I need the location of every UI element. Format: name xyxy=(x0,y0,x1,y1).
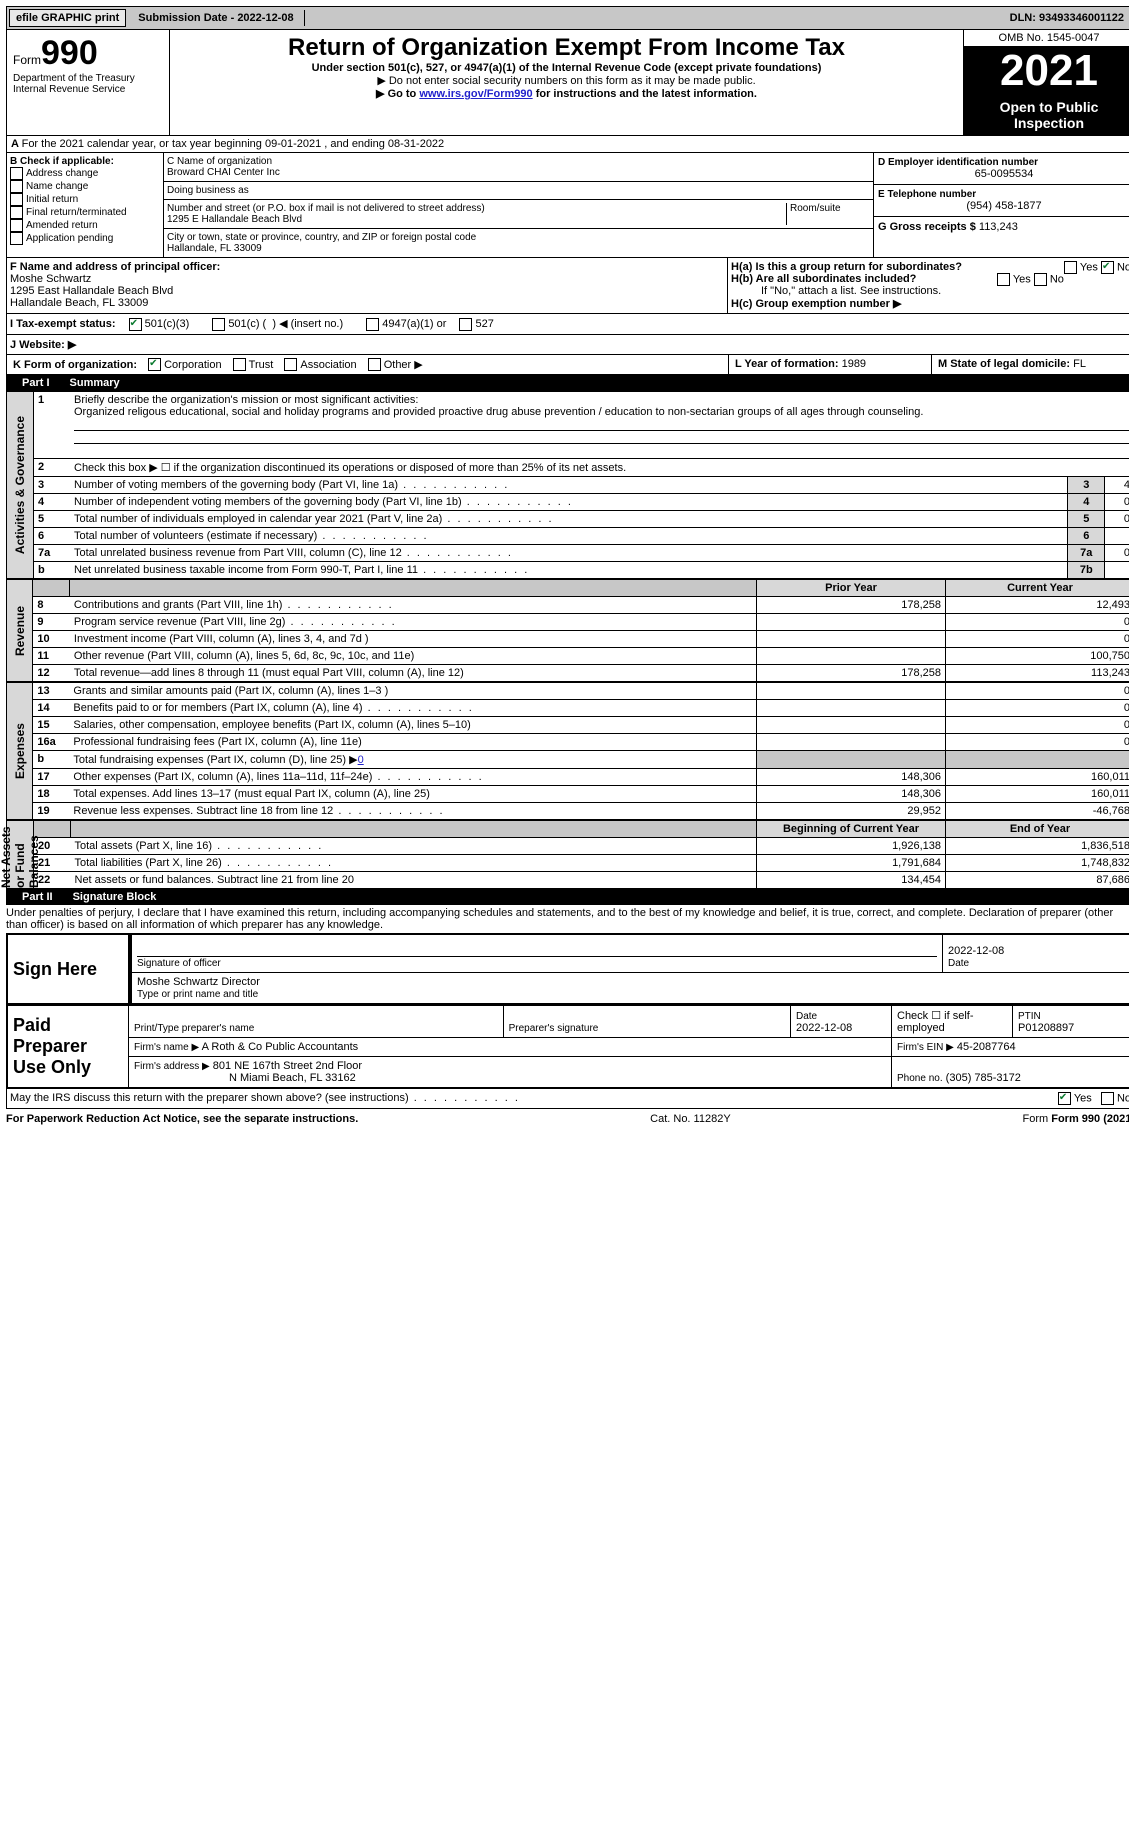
officer-name: Moshe Schwartz Director xyxy=(137,976,1128,988)
perjury-statement: Under penalties of perjury, I declare th… xyxy=(6,905,1129,933)
form-title: Return of Organization Exempt From Incom… xyxy=(176,34,957,62)
goto-post: for instructions and the latest informat… xyxy=(533,88,757,100)
tax-year: 2021 xyxy=(964,47,1129,95)
org-info-grid: B Check if applicable: Address change Na… xyxy=(6,153,1129,258)
form-number: 990 xyxy=(41,34,98,72)
klm-row: K Form of organization: Corporation Trus… xyxy=(6,355,1129,376)
efile-print-button[interactable]: efile GRAPHIC print xyxy=(9,9,126,27)
fundraising-link[interactable]: 0 xyxy=(358,754,364,766)
discuss-row: May the IRS discuss this return with the… xyxy=(6,1089,1129,1109)
dln: DLN: 93493346001122 xyxy=(1000,10,1129,26)
mission-text: Organized religous educational, social a… xyxy=(74,406,923,418)
part-ii-bar: Part IISignature Block xyxy=(6,889,1129,905)
sign-here-table: Sign Here Signature of officer 2022-12-0… xyxy=(6,933,1129,1005)
agency: Department of the Treasury Internal Reve… xyxy=(13,73,163,95)
gross-receipts: 113,243 xyxy=(979,221,1018,233)
top-toolbar: efile GRAPHIC print Submission Date - 20… xyxy=(6,6,1129,30)
ssn-note: ▶ Do not enter social security numbers o… xyxy=(176,74,957,87)
revenue-section: Revenue Prior YearCurrent Year 8Contribu… xyxy=(6,579,1129,682)
tax-status-row: I Tax-exempt status: 501(c)(3) 501(c) ( … xyxy=(6,314,1129,335)
paid-preparer-table: Paid Preparer Use Only Print/Type prepar… xyxy=(6,1005,1129,1089)
activities-governance: Activities & Governance 1 Briefly descri… xyxy=(6,391,1129,579)
omb-number: OMB No. 1545-0047 xyxy=(964,30,1129,47)
box-deg: D Employer identification number 65-0095… xyxy=(873,153,1129,257)
goto-pre: ▶ Go to xyxy=(376,88,419,100)
form-subtitle: Under section 501(c), 527, or 4947(a)(1)… xyxy=(176,62,957,74)
phone: (954) 458-1877 xyxy=(878,200,1129,212)
net-assets-section: Net Assets or Fund Balances Beginning of… xyxy=(6,820,1129,889)
box-c: C Name of organization Broward CHAI Cent… xyxy=(164,153,873,257)
form-word: Form xyxy=(13,53,41,67)
street: 1295 E Hallandale Beach Blvd xyxy=(167,214,786,225)
org-name: Broward CHAI Center Inc xyxy=(167,167,870,178)
expenses-section: Expenses 13Grants and similar amounts pa… xyxy=(6,682,1129,820)
part-i-bar: Part ISummary xyxy=(6,375,1129,391)
form-header: Form990 Department of the Treasury Inter… xyxy=(6,30,1129,136)
open-inspection: Open to Public Inspection xyxy=(964,95,1129,135)
submission-date: Submission Date - 2022-12-08 xyxy=(128,10,304,26)
period-a: A For the 2021 calendar year, or tax yea… xyxy=(6,136,1129,153)
form990-link[interactable]: www.irs.gov/Form990 xyxy=(419,88,532,100)
website-row: J Website: ▶ xyxy=(6,335,1129,355)
box-b: B Check if applicable: Address change Na… xyxy=(7,153,164,257)
city: Hallandale, FL 33009 xyxy=(167,243,870,254)
fh-row: F Name and address of principal officer:… xyxy=(6,258,1129,314)
ein: 65-0095534 xyxy=(878,168,1129,180)
page-footer: For Paperwork Reduction Act Notice, see … xyxy=(6,1113,1129,1125)
